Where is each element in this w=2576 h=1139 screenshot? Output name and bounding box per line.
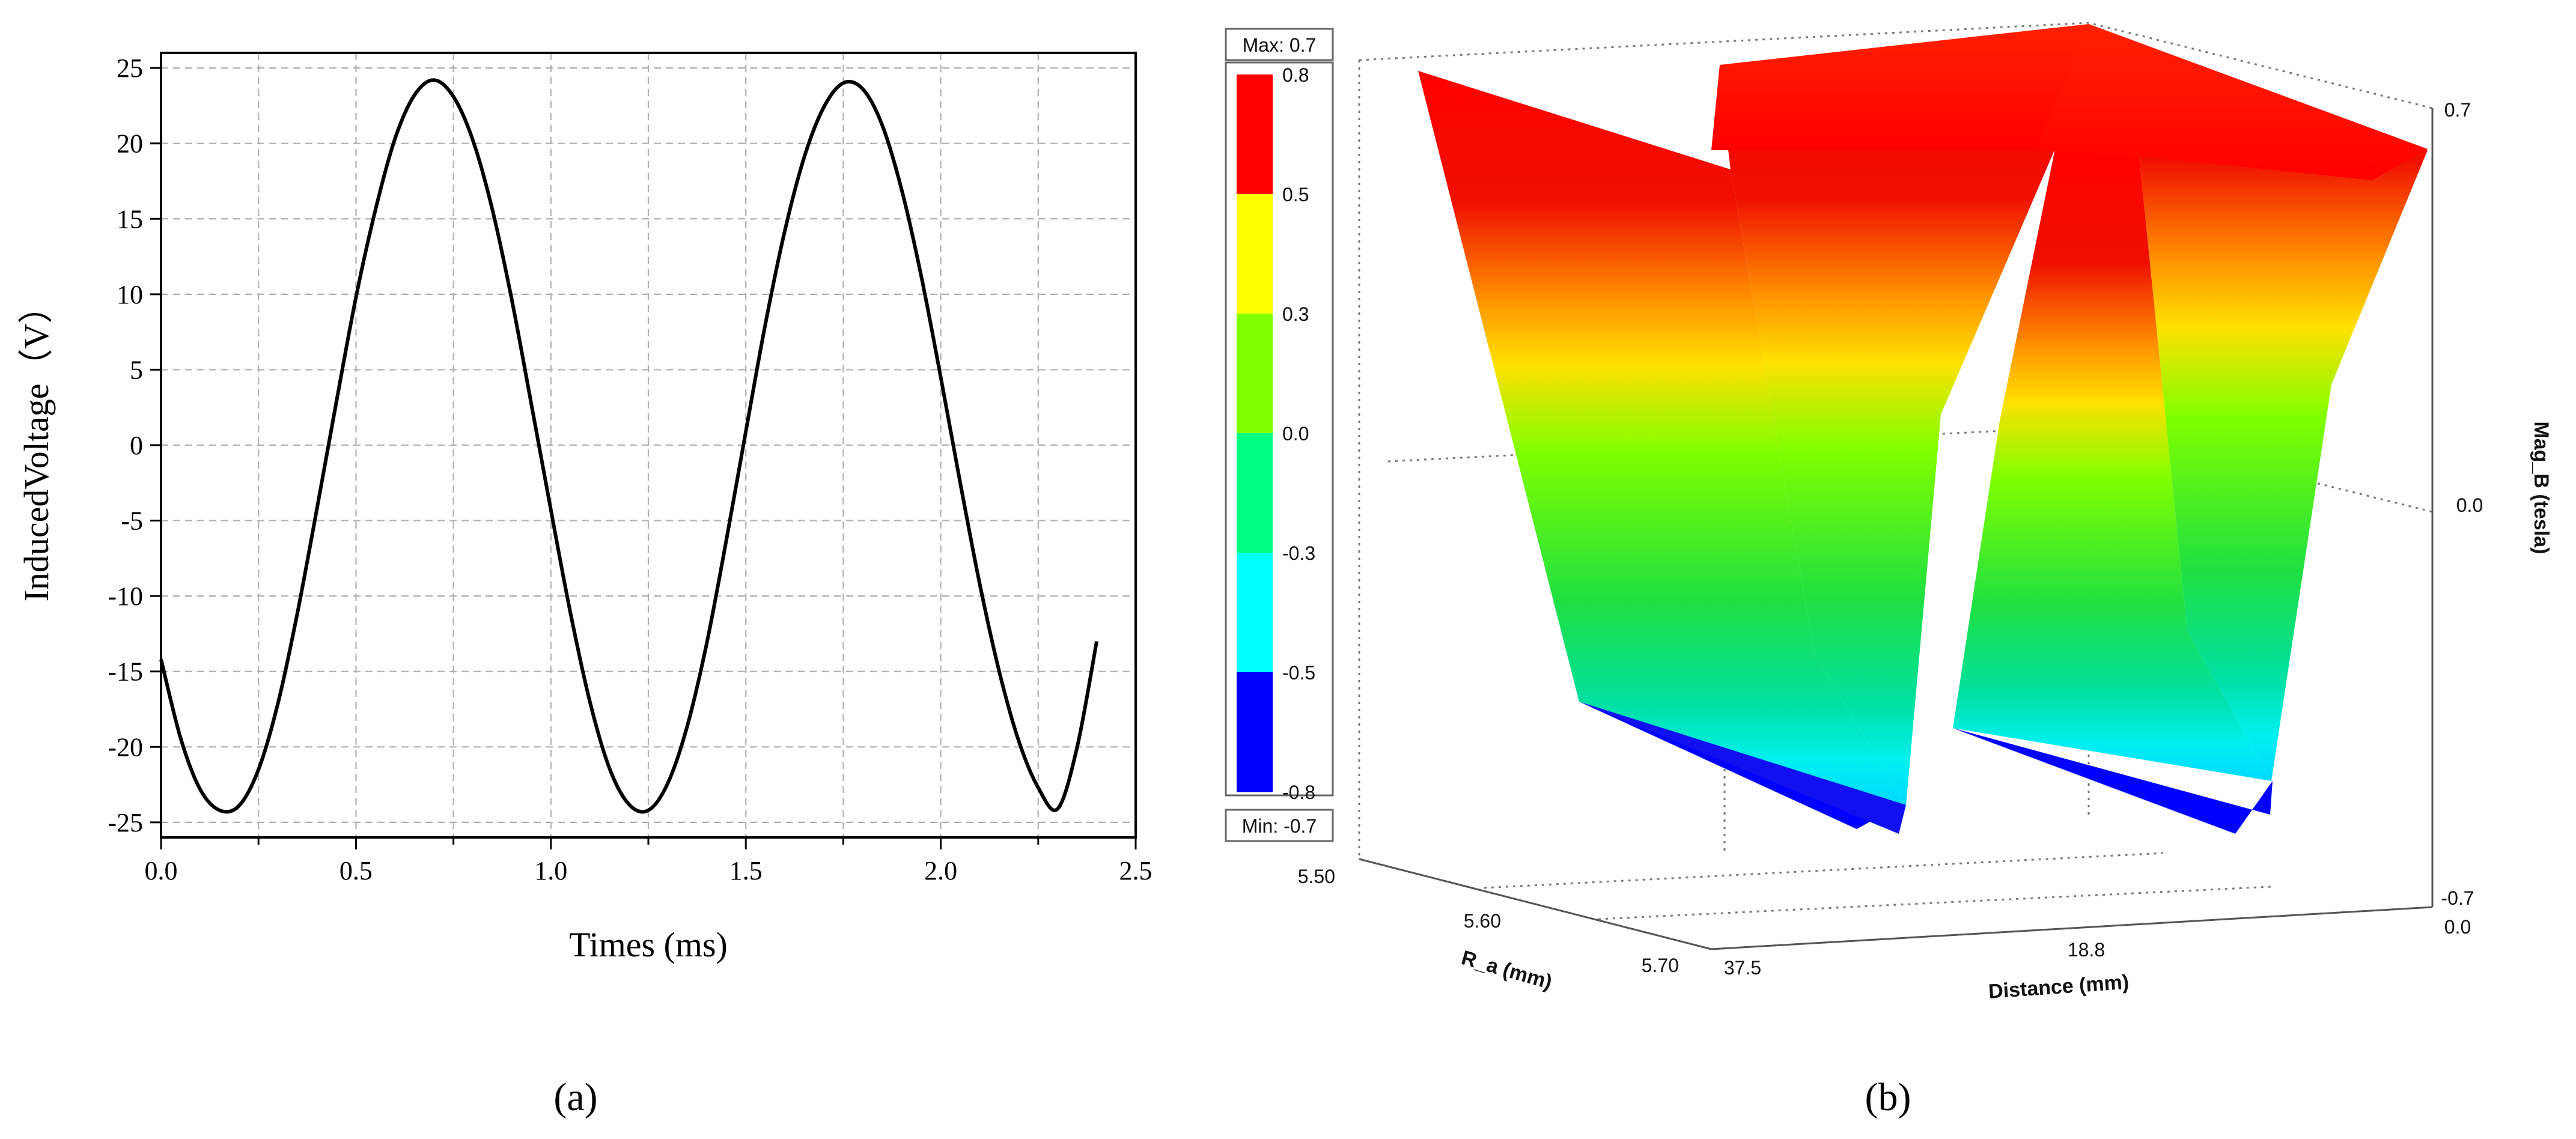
sheet-1-front-face [1418, 71, 1906, 805]
colorbar-level-label: 0.5 [1282, 184, 1309, 205]
colorbar-band [1237, 74, 1273, 195]
panel-a-line-chart: 0.0 0.5 1.0 1.5 2.0 2.5 25 20 15 10 5 0 -5 -10 -15 -20… [17, 52, 1153, 1119]
distance-tick-18-8: 18.8 [2068, 939, 2105, 961]
y-tick-label: -5 [121, 506, 143, 536]
r-a-tick-5-50: 5.50 [1298, 866, 1335, 887]
box-top-edges [1359, 22, 2433, 109]
colorbar-level-label: -0.8 [1282, 782, 1315, 803]
colorbar-level-label: 0.0 [1282, 423, 1309, 445]
y-tick-label: 0 [130, 431, 143, 460]
induced-voltage-line [159, 78, 1099, 814]
r-a-tick-5-60: 5.60 [1464, 910, 1501, 932]
chart-a-y-ticks: 25 20 15 10 5 0 -5 -10 -15 -20 -25 [108, 53, 161, 837]
x-tick-label: 0.0 [145, 856, 178, 885]
x-tick-label: 2.5 [1119, 856, 1153, 885]
colorbar-level-label: -0.5 [1282, 662, 1315, 684]
mag-b-tick-minus-0-7: -0.7 [2441, 887, 2474, 909]
colorbar-level-label: -0.3 [1282, 542, 1315, 564]
colorbar-level-label: 0.3 [1282, 303, 1309, 325]
colorbar-level-label: 0.8 [1282, 64, 1309, 86]
sheet-top-plateau-2 [2036, 24, 2428, 180]
chart-a-y-axis-title: InducedVoltage（V） [17, 289, 56, 602]
distance-tick-37-5: 37.5 [1724, 957, 1761, 979]
colorbar-band [1237, 672, 1273, 792]
r-a-tick-5-70: 5.70 [1642, 955, 1679, 976]
colorbar-band [1237, 194, 1273, 314]
x-tick-label: 1.0 [534, 856, 567, 885]
chart-a-x-axis-title: Times (ms) [569, 925, 728, 964]
sheet-2-front-face [1953, 149, 2271, 781]
mag-b-tick-0-7: 0.7 [2444, 99, 2471, 121]
chart-a-series [159, 78, 1099, 814]
y-tick-label: 25 [117, 53, 143, 83]
colorbar-min-label: Min: -0.7 [1242, 815, 1317, 837]
y-tick-label: -10 [108, 582, 143, 611]
sheet-top-plateau-1 [1711, 24, 2089, 150]
caption-a: (a) [553, 1075, 597, 1119]
colorbar-band [1237, 314, 1273, 434]
colorbar-band [1237, 553, 1273, 673]
box-floor-grid-2 [1484, 852, 2164, 889]
distance-tick-0-0: 0.0 [2444, 916, 2471, 938]
y-tick-label: 10 [117, 280, 143, 309]
y-tick-label: 20 [117, 129, 143, 159]
colorbar-max-label: Max: 0.7 [1243, 34, 1317, 56]
r-a-axis-title: R_a (mm) [1459, 946, 1554, 994]
colorbar: Max: 0.7 0.8 0.5 0.3 0.0 -0.3 -0.5 -0.8 Min: -… [1225, 28, 1334, 842]
y-tick-label: 5 [130, 355, 143, 384]
axis-r-a-line [1359, 858, 1712, 950]
y-tick-label: -15 [108, 657, 143, 687]
sheet-1-rising-face [1725, 65, 2055, 805]
sheet-2-rising-face [2085, 24, 2428, 781]
panel-b-3d-surface: Max: 0.7 0.8 0.5 0.3 0.0 -0.3 -0.5 -0.8 Min: -… [1225, 22, 2553, 1119]
colorbar-min-box [1225, 809, 1334, 842]
colorbar-max-box [1225, 28, 1334, 61]
x-tick-label: 0.5 [340, 856, 373, 885]
y-tick-label: 15 [117, 204, 143, 234]
sheet-2-blue-base [1953, 728, 2273, 834]
colorbar-band [1237, 433, 1273, 553]
y-tick-label: -20 [108, 732, 143, 762]
x-tick-label: 2.0 [924, 856, 957, 885]
chart-a-grid [161, 53, 1136, 837]
x-tick-label: 1.5 [729, 856, 763, 885]
mag-b-tick-0-0: 0.0 [2456, 494, 2483, 516]
y-tick-label: -25 [108, 808, 143, 837]
colorbar-bands [1237, 74, 1273, 792]
axis-distance-line [1711, 906, 2433, 950]
distance-axis-title: Distance (mm) [1988, 971, 2130, 1003]
surface-sheets [1418, 24, 2428, 834]
box-floor-grid-1 [1598, 885, 2272, 920]
colorbar-level-labels: 0.8 0.5 0.3 0.0 -0.3 -0.5 -0.8 [1282, 64, 1315, 803]
chart-a-x-ticks: 0.0 0.5 1.0 1.5 2.0 2.5 [145, 837, 1153, 885]
caption-b: (b) [1865, 1075, 1911, 1119]
mag-b-axis-title: Mag_B (tesla) [2530, 421, 2553, 554]
